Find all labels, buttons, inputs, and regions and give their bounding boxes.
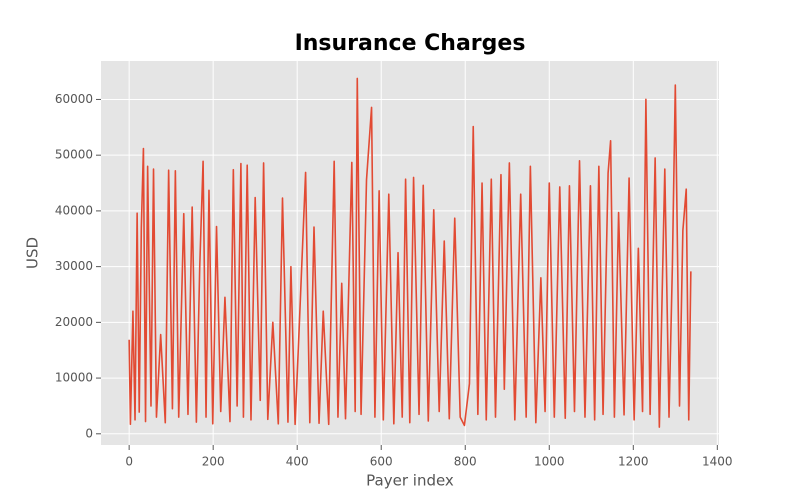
x-tick-label: 1200 <box>618 455 649 469</box>
y-axis-label: USD <box>24 237 42 269</box>
y-tick-label: 0 <box>85 426 93 440</box>
y-tick-label: 50000 <box>55 148 93 162</box>
y-tick-label: 40000 <box>55 203 93 217</box>
x-axis-label: Payer index <box>366 472 454 490</box>
x-tick-label: 200 <box>202 455 225 469</box>
x-tick-label: 1000 <box>534 455 565 469</box>
y-tick-label: 10000 <box>55 371 93 385</box>
x-tick-label: 400 <box>286 455 309 469</box>
y-tick-label: 60000 <box>55 92 93 106</box>
x-tick-label: 800 <box>454 455 477 469</box>
x-tick-label: 600 <box>370 455 393 469</box>
x-tick-label: 1400 <box>702 455 733 469</box>
chart-title: Insurance Charges <box>295 31 526 56</box>
y-tick-label: 20000 <box>55 315 93 329</box>
x-tick-label: 0 <box>125 455 133 469</box>
y-tick-label: 30000 <box>55 259 93 273</box>
data-line <box>128 77 692 428</box>
